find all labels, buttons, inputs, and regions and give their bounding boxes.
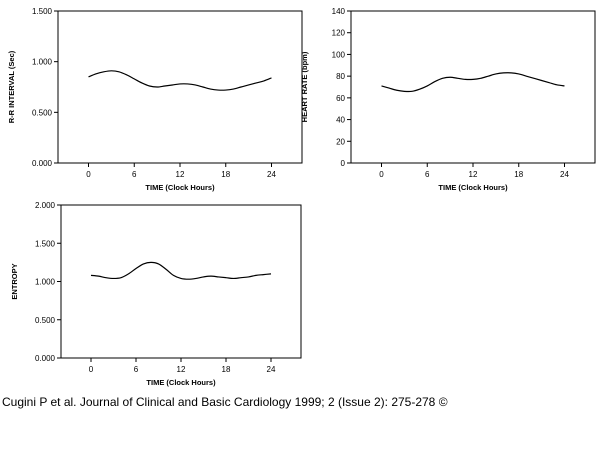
y-tick-label: 140 xyxy=(332,7,346,16)
x-tick-label: 24 xyxy=(267,365,276,374)
plot-frame xyxy=(57,10,303,164)
x-tick-label: 18 xyxy=(514,170,523,179)
plot-frame xyxy=(350,10,596,164)
x-tick-label: 0 xyxy=(86,170,91,179)
y-axis-label: HEART RATE (bpm) xyxy=(300,51,309,122)
x-tick-label: 24 xyxy=(267,170,276,179)
y-tick-label: 0 xyxy=(341,159,346,168)
x-axis-label: TIME (Clock Hours) xyxy=(438,183,508,192)
y-tick-label: 80 xyxy=(336,72,345,81)
x-tick-label: 12 xyxy=(469,170,478,179)
y-tick-label: 0.500 xyxy=(35,316,56,325)
x-tick-label: 24 xyxy=(560,170,569,179)
x-tick-label: 18 xyxy=(221,170,230,179)
y-tick-label: 1.000 xyxy=(32,58,53,67)
x-tick-label: 6 xyxy=(132,170,137,179)
y-tick-label: 1.500 xyxy=(32,7,53,16)
chart-rr-interval: 0.000 0.500 1.000 1.500 0 6 12 18 24 TIME (Clock … xyxy=(7,7,303,192)
series-line xyxy=(90,261,272,280)
chart-entropy: 0.000 0.500 1.000 1.500 2.000 0 6 12 18 24 TIME (C… xyxy=(10,201,302,387)
plot-frame xyxy=(60,204,302,359)
y-axis-label: R-R INTERVAL (Sec) xyxy=(7,50,16,123)
x-axis-label: TIME (Clock Hours) xyxy=(145,183,215,192)
y-tick-label: 120 xyxy=(332,29,346,38)
y-tick-label: 1.000 xyxy=(35,278,56,287)
chart-heart-rate: 0 20 40 60 80 100 120 140 0 6 12 18 24 TIME (Clock Ho… xyxy=(300,7,596,192)
y-tick-label: 40 xyxy=(336,116,345,125)
series-line xyxy=(88,70,272,91)
figure-caption: Cugini P et al. Journal of Clinical and … xyxy=(2,395,448,409)
x-tick-label: 12 xyxy=(176,170,185,179)
x-tick-label: 12 xyxy=(177,365,186,374)
y-tick-label: 0.000 xyxy=(35,354,56,363)
y-tick-label: 0.500 xyxy=(32,108,53,117)
series-line xyxy=(381,72,565,93)
x-tick-label: 0 xyxy=(89,365,94,374)
y-axis-label: ENTROPY xyxy=(10,263,19,299)
y-tick-label: 60 xyxy=(336,94,345,103)
y-tick-label: 20 xyxy=(336,137,345,146)
y-tick-label: 100 xyxy=(332,50,346,59)
x-tick-label: 18 xyxy=(222,365,231,374)
y-tick-label: 1.500 xyxy=(35,239,56,248)
x-tick-label: 6 xyxy=(425,170,430,179)
y-tick-label: 0.000 xyxy=(32,159,53,168)
x-tick-label: 0 xyxy=(379,170,384,179)
x-axis-label: TIME (Clock Hours) xyxy=(146,378,216,387)
y-tick-label: 2.000 xyxy=(35,201,56,210)
x-tick-label: 6 xyxy=(134,365,139,374)
